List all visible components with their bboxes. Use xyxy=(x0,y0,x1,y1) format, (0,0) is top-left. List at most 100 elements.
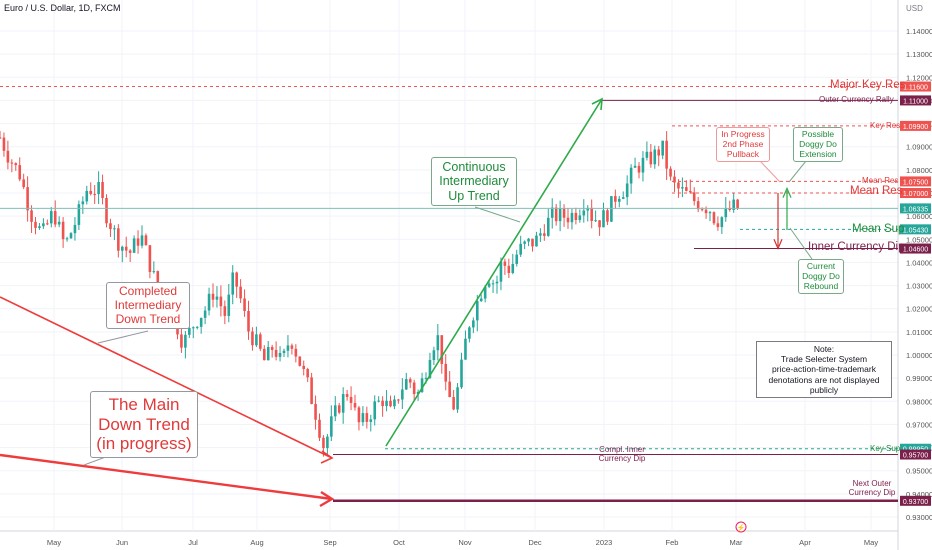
candle-body xyxy=(109,223,112,230)
candle-body xyxy=(318,419,321,438)
candle-body xyxy=(483,286,487,299)
candle-body xyxy=(105,197,108,224)
candle-body xyxy=(73,224,77,234)
candle-body xyxy=(420,378,424,392)
callout-line: (in progress) xyxy=(96,434,192,454)
candle-body xyxy=(310,377,313,404)
candle-body xyxy=(10,162,14,164)
candle-body xyxy=(357,407,361,423)
candle-body xyxy=(523,241,526,244)
candle-body xyxy=(330,416,333,437)
candle-body xyxy=(397,399,400,401)
candle-body xyxy=(65,238,69,240)
continuous-up-trendline xyxy=(385,98,603,447)
candle-body xyxy=(314,403,317,420)
candle-body xyxy=(736,199,739,209)
candle-body xyxy=(18,165,22,180)
price-tag xyxy=(900,95,931,106)
candle-body xyxy=(527,238,530,242)
callout-line: Intermediary xyxy=(114,297,182,312)
candle-body xyxy=(385,400,388,407)
callout-leader xyxy=(759,160,781,183)
completed-down-arrowhead xyxy=(320,450,334,464)
candle-body xyxy=(696,201,700,210)
x-tick-label: Mar xyxy=(730,538,743,547)
callout-rebound: Current Doggy Do Rebound xyxy=(798,259,844,295)
axis-unit: USD xyxy=(906,4,923,13)
candle-body xyxy=(531,238,534,247)
y-tick-label: 0.93000 xyxy=(906,513,932,522)
y-tick-label: 1.09000 xyxy=(906,143,932,152)
candle-body xyxy=(550,207,554,218)
candle-body xyxy=(219,296,223,307)
x-tick-label: Feb xyxy=(666,538,679,547)
candle-body xyxy=(732,199,735,210)
candle-body xyxy=(247,311,250,332)
candle-body xyxy=(306,369,309,378)
candle-body xyxy=(468,327,471,339)
candle-body xyxy=(464,338,467,360)
x-tick-label: Jun xyxy=(116,538,128,547)
candle-body xyxy=(602,210,605,228)
price-tag xyxy=(900,203,931,214)
candle-body xyxy=(543,233,546,236)
candle-body xyxy=(621,197,625,199)
price-tag-value: 1.07500 xyxy=(903,179,928,186)
candle-body xyxy=(708,212,712,214)
y-tick-label: 0.99000 xyxy=(906,374,932,383)
price-tag-value: 0.95700 xyxy=(903,453,928,460)
y-tick-label: 0.94000 xyxy=(906,490,932,499)
candle-body xyxy=(337,405,341,413)
candle-body xyxy=(665,140,668,169)
candle-body xyxy=(61,221,65,240)
candle-body xyxy=(290,345,294,349)
candle-body xyxy=(444,363,448,382)
candle-body xyxy=(728,207,732,210)
candle-body xyxy=(649,151,653,165)
candle-body xyxy=(503,261,507,266)
candle-body xyxy=(353,402,357,408)
candle-body xyxy=(274,349,278,357)
candle-body xyxy=(349,396,353,403)
label-key-res: Key Res xyxy=(870,121,901,130)
callout-pullback: In Progress 2nd Phase Pullback xyxy=(716,127,770,163)
x-tick-label: 2023 xyxy=(596,538,613,547)
y-tick-label: 1.03000 xyxy=(906,282,932,291)
candle-body xyxy=(333,405,337,417)
candle-body xyxy=(136,238,140,246)
candle-body xyxy=(322,437,325,449)
callout-line: Extension xyxy=(799,148,837,159)
candle-body xyxy=(594,220,597,222)
candle-body xyxy=(148,245,152,273)
label-next-outer-dip: Next Outer Currency Dip xyxy=(846,479,898,498)
y-tick-label: 0.97000 xyxy=(906,420,932,429)
candle-body xyxy=(700,209,704,211)
candle-body xyxy=(302,365,306,370)
callout-line: Down Trend xyxy=(115,311,181,326)
y-tick-label: 1.05000 xyxy=(906,235,932,244)
y-tick-label: 1.01000 xyxy=(906,328,932,337)
candle-body xyxy=(720,217,724,228)
candle-body xyxy=(685,187,688,191)
callout-line: In Progress xyxy=(721,129,765,139)
candle-body xyxy=(404,379,408,390)
candle-body xyxy=(42,223,45,227)
callout-line: Pullback xyxy=(726,148,760,159)
callout-extension: Possible Doggy Do Extension xyxy=(793,127,843,163)
candle-body xyxy=(223,306,227,316)
price-tag xyxy=(900,443,931,454)
candle-body xyxy=(475,301,479,321)
candle-body xyxy=(641,157,645,173)
candle-body xyxy=(377,400,380,402)
candle-body xyxy=(6,150,10,163)
candle-body xyxy=(231,272,235,295)
candle-body xyxy=(259,334,262,349)
candle-body xyxy=(77,204,81,225)
candle-body xyxy=(440,335,444,364)
candle-body xyxy=(144,235,148,246)
candle-body xyxy=(499,261,503,282)
candle-body xyxy=(582,210,586,216)
candle-body xyxy=(270,346,274,350)
